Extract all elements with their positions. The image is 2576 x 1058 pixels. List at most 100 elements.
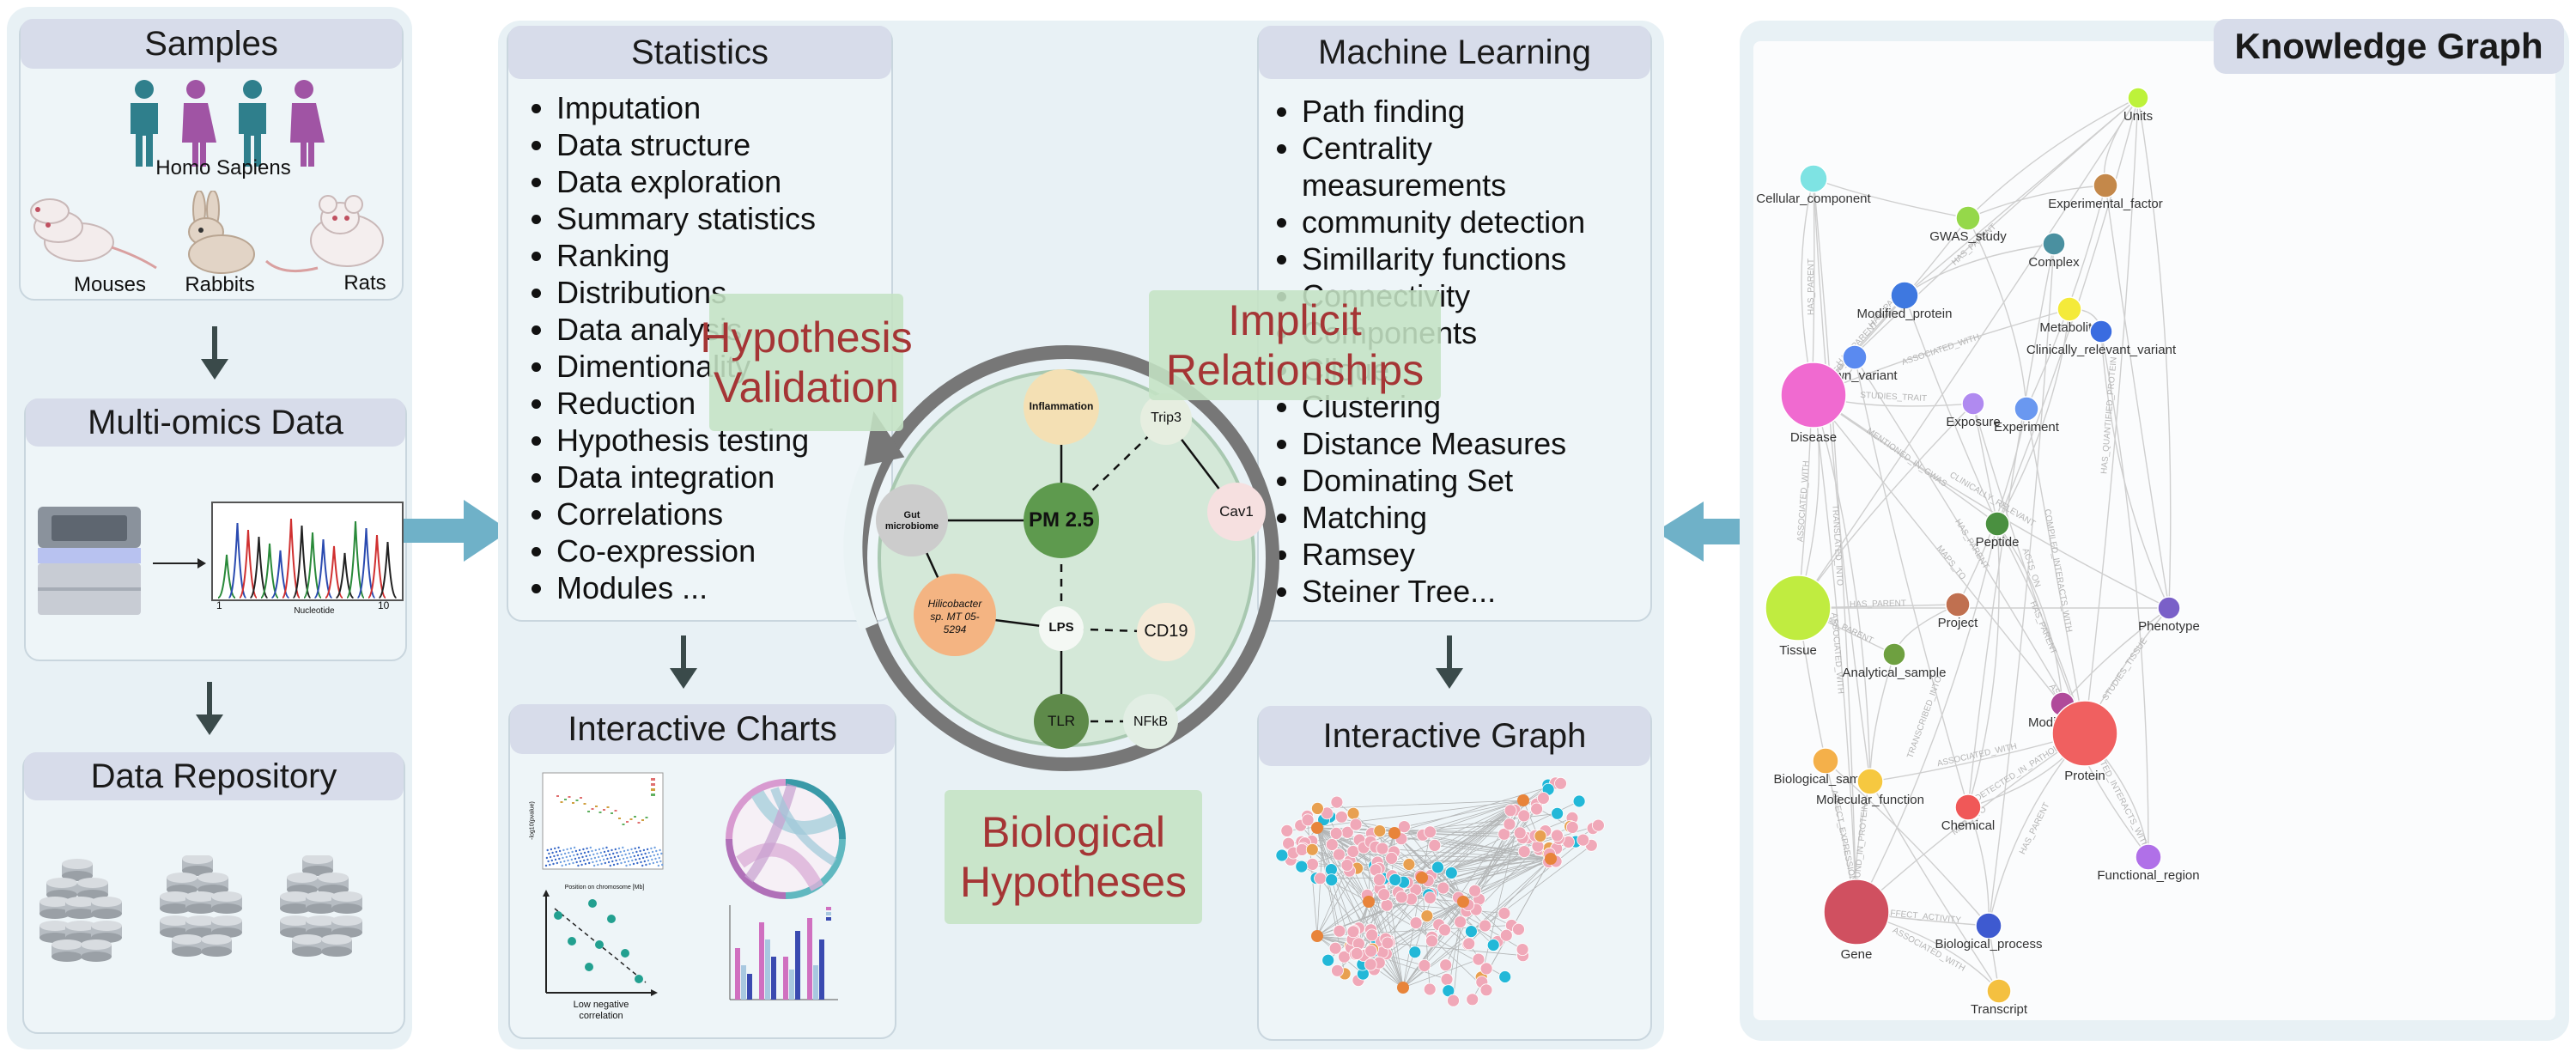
graph-node[interactable] <box>1409 916 1423 930</box>
kg-node[interactable] <box>2014 396 2039 422</box>
graph-node[interactable] <box>1462 937 1476 951</box>
graph-node[interactable] <box>1572 794 1586 808</box>
graph-node[interactable] <box>1440 972 1454 986</box>
graph-node[interactable] <box>1372 873 1386 886</box>
kg-node[interactable] <box>2135 843 2162 871</box>
graph-node[interactable] <box>1380 898 1394 912</box>
kg-node[interactable] <box>1986 978 2012 1004</box>
graph-node[interactable] <box>1306 858 1319 871</box>
kg-node[interactable] <box>1823 879 1890 946</box>
graph-node[interactable] <box>1346 925 1360 939</box>
graph-node[interactable] <box>1498 970 1512 983</box>
kg-node[interactable] <box>2089 319 2113 344</box>
graph-node[interactable] <box>1328 941 1342 955</box>
graph-hub-node[interactable] <box>1457 896 1469 908</box>
kg-node[interactable] <box>2051 700 2118 767</box>
graph-node[interactable] <box>1517 809 1531 823</box>
graph-hub-node[interactable] <box>1388 827 1400 839</box>
kg-node[interactable] <box>1984 511 2010 537</box>
graph-hub-node[interactable] <box>1545 853 1557 865</box>
graph-node[interactable] <box>1329 827 1343 840</box>
graph-node[interactable] <box>1550 829 1564 842</box>
graph-node[interactable] <box>1447 994 1460 1007</box>
graph-node[interactable] <box>1512 922 1525 936</box>
kg-node[interactable] <box>2157 596 2181 620</box>
graph-node[interactable] <box>1428 839 1442 852</box>
kg-node[interactable] <box>1765 575 1832 641</box>
graph-node[interactable] <box>1314 872 1327 885</box>
kg-node[interactable] <box>1975 912 2002 939</box>
graph-node[interactable] <box>1439 958 1453 972</box>
graph-node[interactable] <box>1394 891 1408 904</box>
graph-node[interactable] <box>1591 818 1605 832</box>
graph-node[interactable] <box>1333 924 1346 938</box>
graph-node[interactable] <box>1376 842 1389 855</box>
graph-node[interactable] <box>1499 928 1513 942</box>
graph-node[interactable] <box>1381 936 1394 950</box>
graph-node[interactable] <box>1534 830 1547 842</box>
graph-hub-node[interactable] <box>1363 896 1375 908</box>
graph-node[interactable] <box>1431 860 1444 874</box>
kg-node[interactable] <box>1945 592 1971 617</box>
graph-node[interactable] <box>1397 820 1411 833</box>
graph-node[interactable] <box>1504 804 1517 818</box>
graph-node[interactable] <box>1444 866 1458 879</box>
graph-node[interactable] <box>1365 928 1379 942</box>
graph-node[interactable] <box>1464 925 1478 939</box>
graph-node[interactable] <box>1565 821 1579 834</box>
kg-node[interactable] <box>1890 281 1919 310</box>
graph-node[interactable] <box>1423 982 1437 996</box>
graph-node[interactable] <box>1420 909 1434 923</box>
graph-node[interactable] <box>1454 915 1467 929</box>
graph-node[interactable] <box>1486 939 1500 952</box>
graph-node[interactable] <box>1503 818 1516 831</box>
kg-node[interactable] <box>2093 173 2118 198</box>
graph-node[interactable] <box>1498 827 1511 841</box>
graph-hub-node[interactable] <box>1311 930 1323 942</box>
kg-node[interactable] <box>2057 296 2082 322</box>
kg-node[interactable] <box>1961 392 1985 416</box>
graph-node[interactable] <box>1325 873 1339 886</box>
kg-node[interactable] <box>1799 164 1828 193</box>
kg-node[interactable] <box>2127 87 2149 109</box>
graph-node[interactable] <box>1301 813 1315 827</box>
graph-node[interactable] <box>1331 964 1344 977</box>
graph-node[interactable] <box>1479 983 1493 997</box>
graph-node[interactable] <box>1554 776 1567 790</box>
graph-node[interactable] <box>1402 858 1416 871</box>
graph-hub-node[interactable] <box>1416 872 1428 884</box>
graph-node[interactable] <box>1305 842 1319 856</box>
graph-node[interactable] <box>1479 919 1492 933</box>
graph-node[interactable] <box>1472 952 1485 966</box>
graph-hub-node[interactable] <box>1397 982 1409 994</box>
graph-node[interactable] <box>1349 818 1363 831</box>
kg-node[interactable] <box>1780 362 1847 429</box>
kg-node[interactable] <box>1955 205 1981 231</box>
graph-node[interactable] <box>1321 953 1335 967</box>
graph-node[interactable] <box>1424 825 1437 839</box>
graph-node[interactable] <box>1466 993 1479 1006</box>
graph-node[interactable] <box>1346 845 1360 858</box>
graph-node[interactable] <box>1325 838 1339 851</box>
kg-node[interactable] <box>1882 642 1906 666</box>
graph-node[interactable] <box>1295 860 1309 873</box>
graph-node[interactable] <box>1388 873 1402 886</box>
graph-node[interactable] <box>1438 923 1451 937</box>
graph-node[interactable] <box>1346 806 1360 820</box>
graph-node[interactable] <box>1385 852 1399 865</box>
graph-node[interactable] <box>1424 891 1437 904</box>
kg-node[interactable] <box>1856 768 1884 795</box>
graph-node[interactable] <box>1377 888 1391 902</box>
graph-hub-node[interactable] <box>1517 794 1529 806</box>
graph-node[interactable] <box>1335 810 1348 824</box>
graph-node[interactable] <box>1517 845 1531 858</box>
graph-node[interactable] <box>1275 848 1289 862</box>
graph-hub-node[interactable] <box>1311 822 1323 834</box>
kg-node[interactable] <box>1954 794 1982 821</box>
graph-node[interactable] <box>1516 943 1529 957</box>
graph-node[interactable] <box>1364 958 1377 971</box>
graph-node[interactable] <box>1280 824 1294 837</box>
graph-node[interactable] <box>1425 934 1438 948</box>
graph-node[interactable] <box>1418 958 1431 972</box>
graph-node[interactable] <box>1340 859 1354 872</box>
